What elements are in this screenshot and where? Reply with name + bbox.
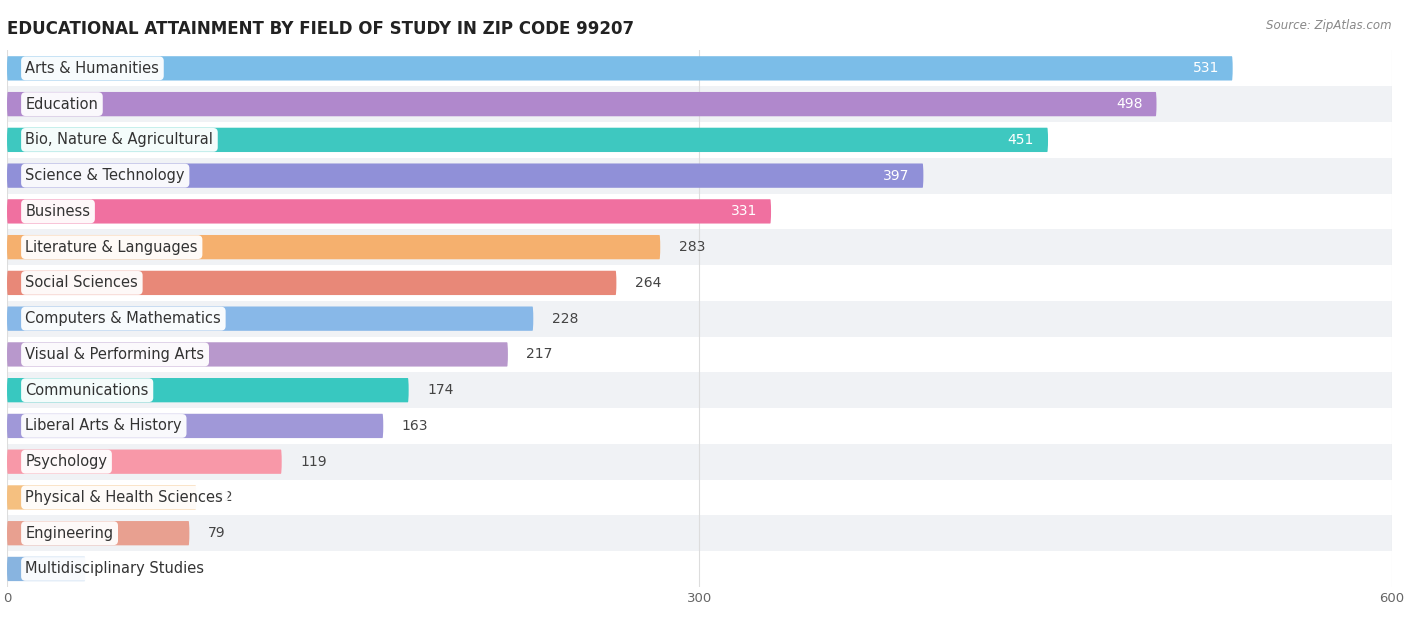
FancyBboxPatch shape	[7, 378, 409, 403]
Text: Business: Business	[25, 204, 90, 219]
Text: 228: 228	[551, 312, 578, 326]
Bar	[7, 480, 1392, 516]
FancyBboxPatch shape	[7, 271, 616, 295]
Text: Bio, Nature & Agricultural: Bio, Nature & Agricultural	[25, 133, 214, 148]
Text: Communications: Communications	[25, 382, 149, 398]
Bar	[7, 265, 1392, 301]
FancyBboxPatch shape	[7, 235, 661, 259]
Bar	[7, 50, 1392, 86]
FancyBboxPatch shape	[7, 92, 1157, 116]
Text: 217: 217	[526, 348, 553, 362]
Text: 174: 174	[427, 383, 454, 397]
FancyBboxPatch shape	[7, 557, 86, 581]
Text: 79: 79	[208, 526, 225, 540]
Bar	[7, 516, 1392, 551]
Bar	[7, 336, 1392, 372]
Text: 283: 283	[679, 240, 704, 254]
Bar	[7, 444, 1392, 480]
Text: 163: 163	[402, 419, 429, 433]
Text: 264: 264	[636, 276, 661, 290]
Bar	[7, 158, 1392, 194]
Bar	[7, 229, 1392, 265]
Text: 82: 82	[215, 490, 232, 504]
Text: Science & Technology: Science & Technology	[25, 168, 186, 183]
Text: 498: 498	[1116, 97, 1143, 111]
FancyBboxPatch shape	[7, 414, 384, 438]
FancyBboxPatch shape	[7, 127, 1047, 152]
Text: Computers & Mathematics: Computers & Mathematics	[25, 311, 221, 326]
Text: EDUCATIONAL ATTAINMENT BY FIELD OF STUDY IN ZIP CODE 99207: EDUCATIONAL ATTAINMENT BY FIELD OF STUDY…	[7, 20, 634, 38]
Text: Literature & Languages: Literature & Languages	[25, 240, 198, 255]
FancyBboxPatch shape	[7, 307, 533, 331]
Text: 331: 331	[731, 204, 758, 218]
Text: 451: 451	[1008, 133, 1035, 147]
FancyBboxPatch shape	[7, 56, 1233, 81]
Text: Visual & Performing Arts: Visual & Performing Arts	[25, 347, 205, 362]
FancyBboxPatch shape	[7, 163, 924, 188]
Text: Psychology: Psychology	[25, 454, 107, 469]
Bar	[7, 301, 1392, 336]
Bar	[7, 86, 1392, 122]
FancyBboxPatch shape	[7, 521, 190, 545]
Text: 119: 119	[299, 455, 326, 469]
Text: Physical & Health Sciences: Physical & Health Sciences	[25, 490, 224, 505]
Bar	[7, 551, 1392, 587]
Text: Social Sciences: Social Sciences	[25, 275, 138, 290]
Text: 531: 531	[1192, 61, 1219, 75]
FancyBboxPatch shape	[7, 449, 281, 474]
Bar	[7, 408, 1392, 444]
Text: Liberal Arts & History: Liberal Arts & History	[25, 418, 183, 433]
FancyBboxPatch shape	[7, 485, 197, 510]
Text: Multidisciplinary Studies: Multidisciplinary Studies	[25, 562, 204, 577]
Text: Engineering: Engineering	[25, 526, 114, 541]
Text: Arts & Humanities: Arts & Humanities	[25, 61, 159, 76]
FancyBboxPatch shape	[7, 342, 508, 367]
Bar	[7, 372, 1392, 408]
Text: Source: ZipAtlas.com: Source: ZipAtlas.com	[1267, 19, 1392, 32]
Text: Education: Education	[25, 97, 98, 112]
Text: 397: 397	[883, 168, 910, 182]
FancyBboxPatch shape	[7, 199, 770, 223]
Bar	[7, 194, 1392, 229]
Bar	[7, 122, 1392, 158]
Text: 34: 34	[104, 562, 121, 576]
